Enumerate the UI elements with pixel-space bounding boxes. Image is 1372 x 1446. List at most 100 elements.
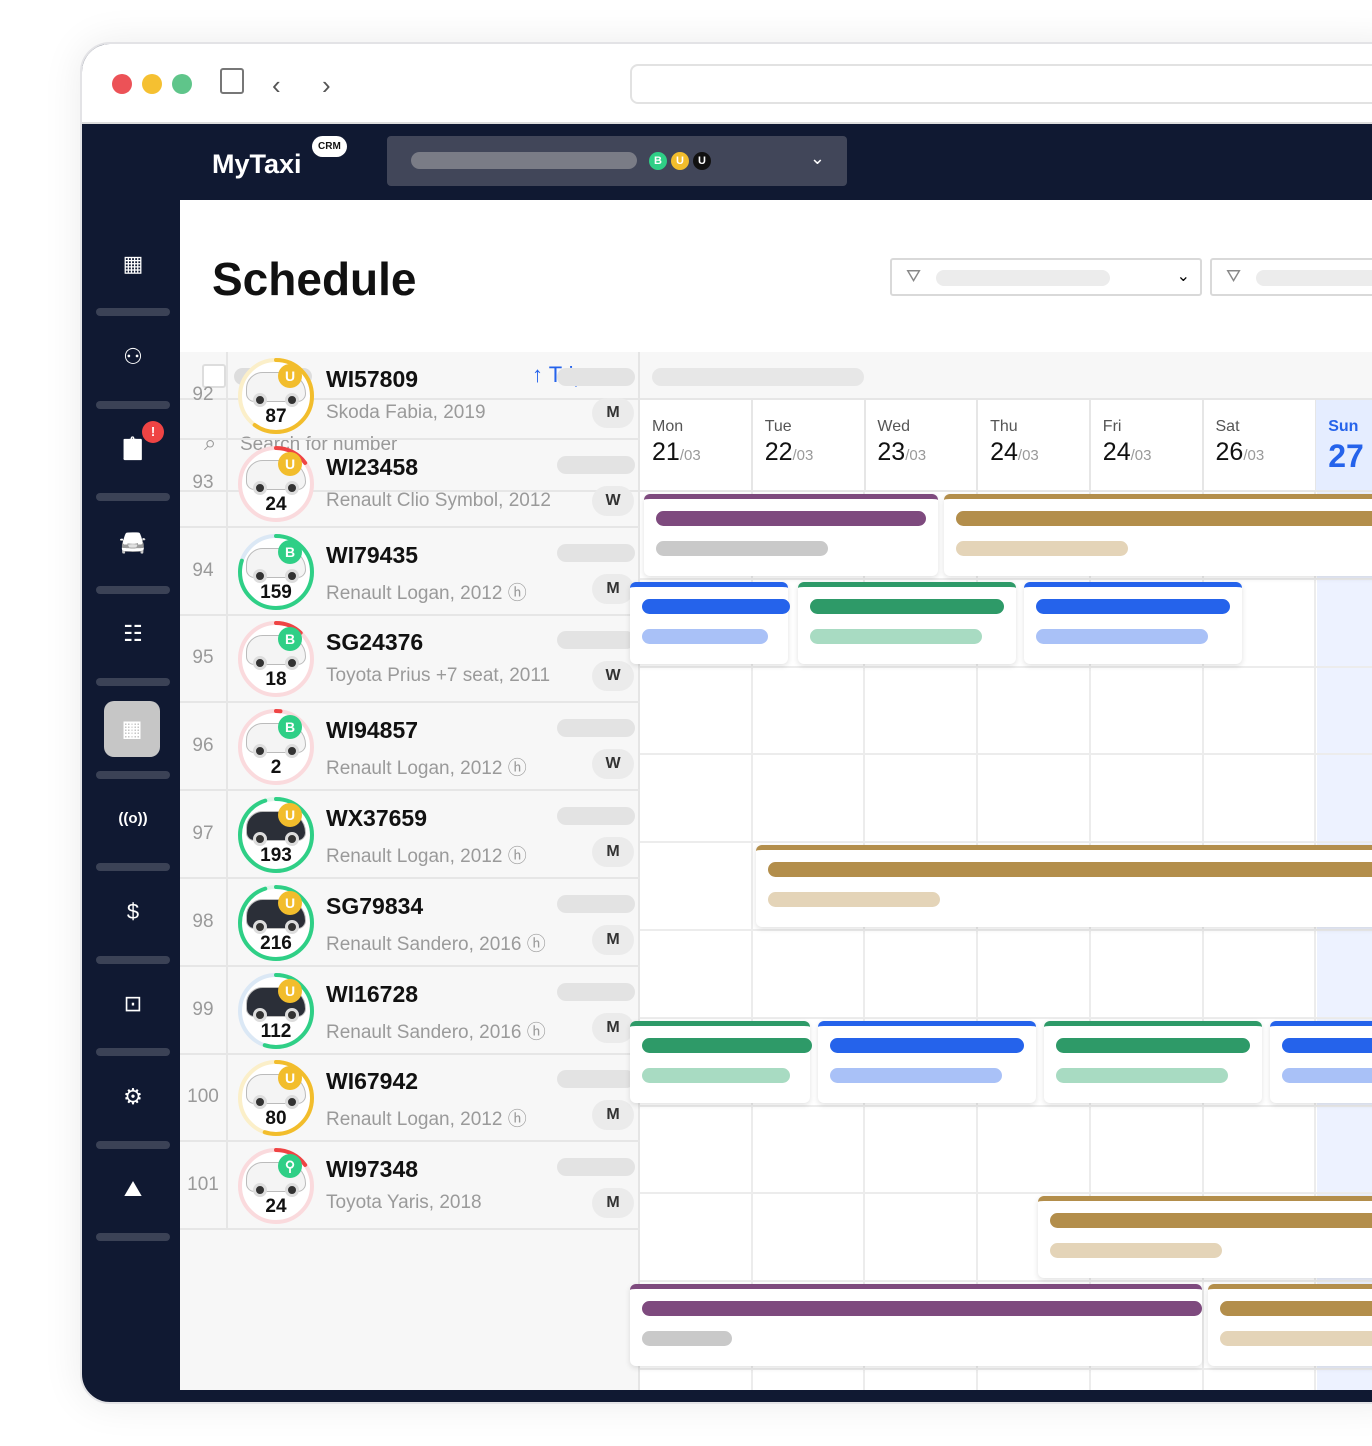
trip-block[interactable]: [1038, 1196, 1372, 1279]
trip-block[interactable]: [756, 845, 1372, 928]
minimize-window-button[interactable]: [142, 74, 162, 94]
maximize-window-button[interactable]: [172, 74, 192, 94]
sidebar-item-invoice[interactable]: $: [96, 884, 170, 964]
trip-block[interactable]: [630, 1020, 812, 1103]
trip-block[interactable]: [1024, 581, 1242, 664]
trip-block[interactable]: [1044, 1020, 1262, 1103]
day-header-mon[interactable]: Mon 21/03: [640, 400, 753, 492]
gauge-value: 18: [265, 669, 287, 691]
transmission-badge: W: [592, 661, 634, 692]
row-number: 97: [180, 791, 228, 877]
day-name: Fri: [1102, 418, 1122, 435]
gauge-value: 80: [265, 1108, 287, 1130]
plate-number[interactable]: WI57809: [326, 366, 419, 392]
app-logo[interactable]: MyTaxi: [212, 149, 302, 179]
day-divider: [750, 492, 753, 1390]
filter-dropdown-2[interactable]: ⛛: [1210, 258, 1372, 296]
vehicle-row[interactable]: 100 U 80 WI67942 Renault Logan, 2012 ⓗ M: [180, 1054, 640, 1143]
sidebar-item-user[interactable]: ⚇: [96, 329, 170, 409]
vehicle-row[interactable]: 96 B 2 WI94857 Renault Logan, 2012 ⓗ W: [180, 703, 640, 792]
day-header-sat[interactable]: Sat 26/03: [1203, 400, 1317, 492]
plate-number[interactable]: WI79435: [326, 541, 419, 568]
trip-bar: [1220, 1301, 1372, 1317]
status-badge: U: [278, 1066, 302, 1091]
sidebar-item-clipboard-alert[interactable]: 📋 !: [96, 421, 170, 501]
plate-number[interactable]: SG79834: [326, 892, 424, 919]
address-bar[interactable]: [630, 64, 1372, 104]
vehicle-row[interactable]: 99 U 112 WI16728 Renault Sandero, 2016 ⓗ…: [180, 966, 640, 1055]
trip-block[interactable]: [1270, 1020, 1372, 1103]
vehicle-row[interactable]: 101 ⚲ 24 WI97348 Toyota Yaris, 2018 M: [180, 1142, 640, 1231]
transmission-badge: M: [592, 573, 634, 604]
sidebar-item-label-placeholder: [96, 585, 170, 594]
day-month: /03: [792, 447, 814, 464]
vehicle-list: ↑ Trips ⌄ ⌕ Search for number 92 U 87 WI…: [180, 352, 640, 1390]
sidebar-item-map[interactable]: ⛰: [96, 1161, 170, 1241]
vehicle-row[interactable]: 97 U 193 WX37659 Renault Logan, 2012 ⓗ M: [180, 791, 640, 879]
vehicle-row[interactable]: 94 B 159 WI79435 Renault Logan, 2012 ⓗ M: [180, 527, 640, 616]
row-tag-placeholder: [557, 982, 635, 1001]
transmission-badge: W: [592, 749, 634, 780]
gauge-value: 159: [260, 581, 292, 603]
trip-subbar: [830, 1067, 1002, 1083]
day-header-thu[interactable]: Thu 24/03: [978, 400, 1092, 492]
sidebar-item-dashboard[interactable]: ▦: [96, 236, 170, 316]
account-badge: B: [649, 152, 667, 170]
day-header-tue[interactable]: Tue 22/03: [752, 400, 866, 492]
sidebar-item-broadcast[interactable]: ((o)): [96, 791, 170, 871]
car-icon: 🚘: [119, 528, 147, 554]
day-date: 21: [652, 438, 680, 466]
car-model: Renault Clio Symbol, 2012: [326, 489, 551, 511]
trip-block[interactable]: [630, 1284, 1202, 1367]
arrow-up-icon: ↑: [532, 362, 549, 387]
row-number: 92: [180, 352, 228, 438]
plate-number[interactable]: WI23458: [326, 453, 419, 480]
day-header-fri[interactable]: Fri 24/03: [1090, 400, 1204, 492]
trip-block[interactable]: [1208, 1284, 1372, 1367]
trip-bar: [830, 1037, 1024, 1053]
day-date: 23: [877, 438, 906, 466]
row-tag-placeholder: [557, 894, 635, 913]
plate-number[interactable]: WI67942: [326, 1068, 419, 1095]
vehicle-row[interactable]: 93 U 24 WI23458 Renault Clio Symbol, 201…: [180, 439, 640, 528]
sidebar-item-briefcase[interactable]: ⊡: [96, 976, 170, 1056]
car-model: Renault Sandero, 2016 ⓗ: [326, 1021, 546, 1043]
trip-block[interactable]: [798, 581, 1016, 664]
plate-number[interactable]: WI97348: [326, 1156, 419, 1183]
vehicle-row[interactable]: 98 U 216 SG79834 Renault Sandero, 2016 ⓗ…: [180, 878, 640, 967]
vehicle-row[interactable]: 92 U 87 WI57809 Skoda Fabia, 2019 M: [180, 352, 640, 440]
day-divider: [1088, 492, 1091, 1390]
account-name-placeholder: [411, 152, 637, 169]
trip-subbar: [1220, 1331, 1372, 1347]
vehicle-row[interactable]: 95 B 18 SG24376 Toyota Prius +7 seat, 20…: [180, 615, 640, 704]
timeline-range-placeholder: [652, 368, 864, 386]
sidebar-item-calendar[interactable]: ▦: [96, 699, 170, 779]
trip-block[interactable]: [944, 494, 1372, 576]
trip-block[interactable]: [818, 1020, 1036, 1103]
day-header-wed[interactable]: Wed 23/03: [865, 400, 979, 492]
close-window-button[interactable]: [112, 74, 132, 94]
trip-subbar: [1282, 1067, 1372, 1083]
gauge-value: 216: [260, 932, 292, 954]
select-all-checkbox[interactable]: [202, 364, 226, 388]
sidebar-item-engine[interactable]: ⚙: [96, 1069, 170, 1149]
plate-number[interactable]: SG24376: [326, 629, 424, 656]
day-month: /03: [905, 447, 927, 464]
sidebar-item-car[interactable]: 🚘: [96, 514, 170, 594]
page-title: Schedule: [212, 253, 417, 305]
plate-number[interactable]: WI16728: [326, 980, 419, 1007]
filter-dropdown[interactable]: ⛛ ⌄: [890, 258, 1202, 296]
day-header-sun[interactable]: Sun 27: [1316, 400, 1372, 492]
trip-block[interactable]: [630, 581, 790, 664]
transmission-badge: M: [592, 1100, 634, 1131]
plate-number[interactable]: WX37659: [326, 805, 428, 831]
sidebar-toggle-icon[interactable]: [220, 68, 244, 94]
car-model: Renault Logan, 2012 ⓗ: [326, 582, 527, 604]
plate-number[interactable]: WI94857: [326, 717, 419, 744]
forward-icon[interactable]: ›: [322, 70, 331, 100]
sidebar-item-document[interactable]: ☷: [96, 606, 170, 686]
day-divider: [1314, 492, 1317, 1390]
back-icon[interactable]: ‹: [272, 70, 281, 100]
trip-block[interactable]: [644, 494, 938, 576]
